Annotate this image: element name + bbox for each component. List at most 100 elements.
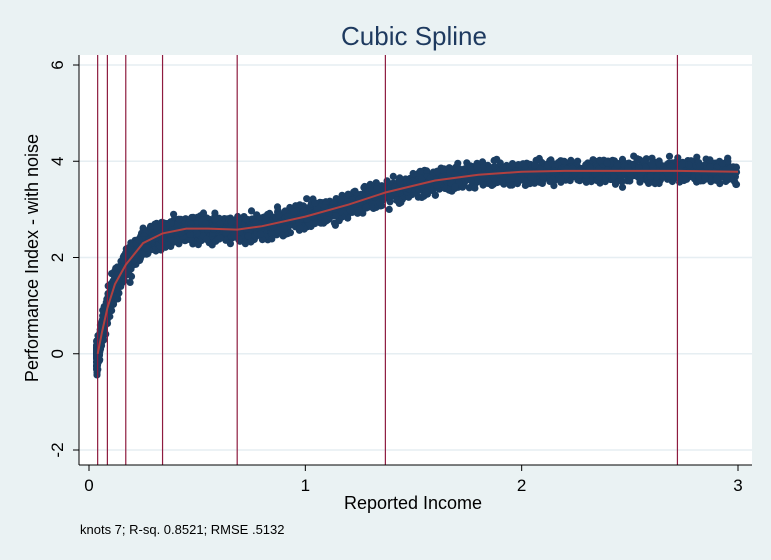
scatter-point — [618, 183, 627, 191]
scatter-point — [142, 244, 151, 252]
tick-labels: 0 1 2 3 -2 0 2 4 6 — [48, 60, 743, 495]
scatter-point — [678, 160, 686, 169]
y-tick-label: -2 — [48, 442, 67, 457]
scatter-point — [199, 209, 208, 217]
spline-fit-line — [96, 169, 739, 354]
scatter-point — [726, 164, 734, 172]
scatter-point — [539, 173, 548, 182]
scatter-point — [638, 168, 646, 176]
scatter-point — [244, 232, 252, 240]
scatter-point — [201, 219, 209, 228]
scatter-point — [252, 219, 260, 227]
scatter-point — [410, 178, 418, 186]
scatter-point — [701, 174, 709, 182]
scatter-point — [527, 173, 535, 181]
scatter-point — [202, 235, 211, 243]
scatter-point — [242, 215, 250, 223]
scatter-point — [531, 161, 539, 169]
scatter-point — [379, 196, 387, 204]
scatter-point — [508, 162, 516, 170]
scatter-point — [93, 371, 101, 379]
scatter-point — [454, 159, 462, 167]
scatter-point — [241, 240, 249, 248]
scatter-point — [311, 220, 319, 228]
scatter-point — [274, 211, 283, 219]
fit-footnote: knots 7; R-sq. 0.8521; RMSE .5132 — [80, 522, 285, 537]
scatter-point — [330, 219, 339, 227]
scatter-point — [268, 235, 276, 243]
scatter-point — [131, 251, 139, 259]
scatter-point — [211, 215, 219, 223]
y-tick-label: 2 — [48, 253, 67, 262]
scatter-point — [546, 177, 554, 185]
y-tick-label: 6 — [48, 60, 67, 69]
scatter-point — [426, 174, 434, 182]
scatter-point — [261, 215, 270, 223]
scatter-point — [422, 187, 430, 196]
scatter-point — [633, 156, 641, 164]
scatter-point — [126, 278, 134, 286]
scatter-point — [696, 162, 704, 171]
y-tick-label: 4 — [48, 157, 67, 166]
scatter-point — [495, 178, 503, 186]
scatter-point — [479, 173, 487, 182]
scatter-point — [610, 172, 618, 181]
scatter-point — [626, 170, 634, 178]
x-tick-label: 2 — [517, 476, 526, 495]
scatter-point — [416, 167, 424, 175]
scatter-point — [337, 195, 345, 203]
scatter-point — [732, 180, 740, 189]
x-tick-label: 1 — [301, 476, 310, 495]
scatter-point — [127, 272, 136, 280]
scatter-point — [186, 230, 194, 238]
scatter-point — [451, 171, 459, 179]
scatter-point — [286, 203, 294, 212]
scatter-point — [362, 203, 370, 211]
scatter-point — [681, 175, 689, 183]
scatter-point — [383, 177, 391, 185]
scatter-point — [135, 236, 143, 244]
scatter-point — [647, 172, 655, 180]
scatter-point — [216, 234, 224, 242]
scatter-point — [595, 165, 603, 173]
scatter-point — [258, 236, 266, 244]
scatter-point — [566, 177, 574, 185]
scatter-point — [613, 161, 622, 169]
scatter-point — [119, 256, 127, 264]
scatter-point — [299, 207, 308, 215]
scatter-point — [567, 156, 575, 164]
scatter-point — [508, 174, 516, 182]
x-tick-label: 3 — [733, 476, 742, 495]
scatter-point — [227, 218, 236, 226]
scatter-point — [211, 209, 219, 217]
scatter-point — [506, 181, 514, 189]
scatter-point — [160, 225, 168, 233]
scatter-point — [247, 207, 256, 215]
scatter-point — [640, 157, 648, 165]
scatter-point — [284, 213, 292, 221]
y-tick-label: 0 — [48, 349, 67, 358]
scatter-point — [344, 190, 352, 198]
scatter-point — [713, 174, 721, 183]
knot-lines — [97, 55, 679, 465]
scatter-point — [332, 212, 340, 220]
scatter-point — [256, 230, 265, 238]
scatter-point — [296, 224, 304, 232]
scatter-point — [163, 241, 171, 249]
scatter-point — [373, 185, 381, 193]
scatter-point — [451, 183, 459, 191]
scatter-point — [346, 206, 354, 214]
y-axis-label: Performance Index - with noise — [22, 134, 42, 382]
scatter-point — [170, 210, 178, 218]
scatter-point — [471, 184, 479, 192]
scatter-point — [467, 176, 475, 184]
scatter-point — [485, 166, 493, 174]
scatter-point — [439, 166, 447, 174]
scatter-point — [582, 171, 590, 179]
scatter-point — [562, 172, 570, 180]
scatter-point — [433, 167, 441, 175]
scatter-point — [706, 156, 714, 164]
scatter-point — [535, 154, 543, 163]
scatter-point — [188, 213, 196, 222]
